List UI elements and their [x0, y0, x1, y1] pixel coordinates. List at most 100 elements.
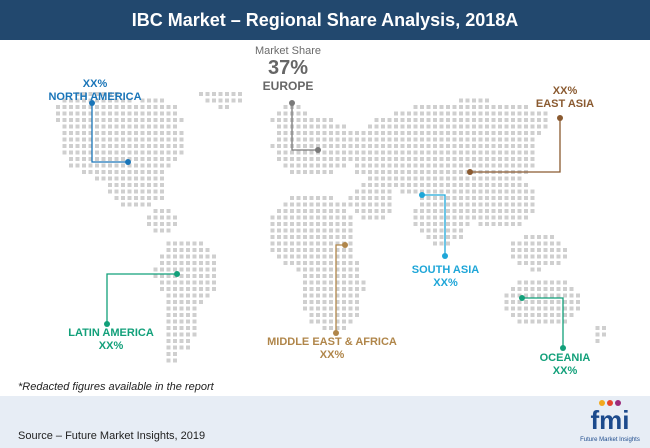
map-dot — [511, 189, 515, 194]
map-dot — [446, 183, 450, 187]
map-dot — [108, 124, 112, 129]
map-dot — [517, 254, 522, 259]
map-dot — [147, 150, 151, 155]
map-dot — [303, 293, 307, 298]
map-dot — [218, 98, 223, 103]
map-dot — [355, 137, 359, 142]
map-dot — [309, 280, 314, 285]
map-dot — [478, 124, 483, 129]
south-asia-name: SOUTH ASIA — [411, 264, 480, 276]
map-dot — [205, 261, 210, 265]
map-dot — [381, 131, 385, 135]
map-dot — [530, 319, 535, 324]
map-dot — [537, 293, 541, 298]
map-dot — [498, 137, 502, 142]
map-dot — [322, 131, 327, 135]
map-dot — [517, 118, 522, 122]
map-dot — [192, 313, 197, 317]
map-dot — [368, 131, 372, 135]
map-dot — [335, 202, 340, 207]
map-dot — [192, 306, 197, 311]
map-dot — [465, 176, 470, 181]
map-dot — [361, 183, 366, 187]
map-dot — [309, 150, 314, 155]
map-dot — [381, 170, 385, 174]
map-dot — [517, 280, 522, 285]
map-dot — [225, 105, 229, 109]
map-dot — [459, 228, 463, 233]
map-dot — [342, 254, 346, 259]
map-dot — [439, 170, 444, 174]
map-dot — [303, 163, 307, 168]
map-dot — [452, 189, 457, 194]
map-dot — [316, 254, 320, 259]
map-dot — [88, 105, 93, 109]
map-dot — [420, 209, 424, 213]
map-dot — [348, 215, 353, 220]
map-dot — [82, 124, 86, 129]
map-dot — [478, 157, 483, 161]
map-dot — [524, 293, 528, 298]
map-dot — [485, 131, 489, 135]
map-dot — [173, 157, 177, 161]
map-dot — [134, 176, 138, 181]
map-dot — [192, 287, 197, 291]
map-dot — [387, 202, 392, 207]
map-dot — [153, 189, 158, 194]
map-dot — [153, 111, 158, 116]
map-dot — [517, 137, 522, 142]
map-dot — [329, 313, 333, 317]
map-dot — [433, 196, 437, 200]
map-dot — [524, 196, 528, 200]
map-dot — [355, 157, 359, 161]
map-dot — [433, 183, 437, 187]
map-dot — [114, 150, 119, 155]
map-dot — [472, 163, 476, 168]
map-dot — [342, 261, 346, 265]
map-dot — [296, 131, 301, 135]
map-dot — [283, 137, 288, 142]
map-dot — [290, 150, 294, 155]
map-dot — [296, 228, 301, 233]
map-dot — [186, 332, 190, 337]
label-oceania: OCEANIA XX% — [525, 352, 605, 378]
map-dot — [322, 137, 327, 142]
map-dot — [186, 274, 190, 278]
map-dot — [439, 163, 444, 168]
map-dot — [478, 163, 483, 168]
map-dot — [329, 228, 333, 233]
map-dot — [394, 170, 398, 174]
map-dot — [524, 254, 528, 259]
map-dot — [329, 235, 333, 239]
map-dot — [166, 313, 171, 317]
map-dot — [348, 248, 353, 252]
map-dot — [491, 137, 496, 142]
map-dot — [426, 163, 431, 168]
map-dot — [134, 137, 138, 142]
map-dot — [355, 274, 359, 278]
map-dot — [355, 150, 359, 155]
map-dot — [550, 261, 554, 265]
map-dot — [472, 150, 476, 155]
map-dot — [303, 137, 307, 142]
map-dot — [602, 326, 606, 330]
redacted-note: *Redacted figures available in the repor… — [18, 381, 214, 393]
map-dot — [420, 202, 424, 207]
map-dot — [335, 228, 340, 233]
map-dot — [556, 300, 561, 304]
map-dot — [491, 176, 496, 181]
map-dot — [550, 313, 554, 317]
map-dot — [478, 176, 483, 181]
map-dot — [147, 144, 151, 148]
map-dot — [153, 209, 158, 213]
leader-marker — [104, 321, 110, 327]
map-dot — [121, 98, 125, 103]
map-dot — [537, 267, 541, 272]
map-dot — [387, 209, 392, 213]
map-dot — [446, 163, 450, 168]
map-dot — [62, 144, 67, 148]
map-dot — [329, 137, 333, 142]
map-dot — [199, 293, 203, 298]
map-dot — [478, 189, 483, 194]
map-dot — [472, 209, 476, 213]
